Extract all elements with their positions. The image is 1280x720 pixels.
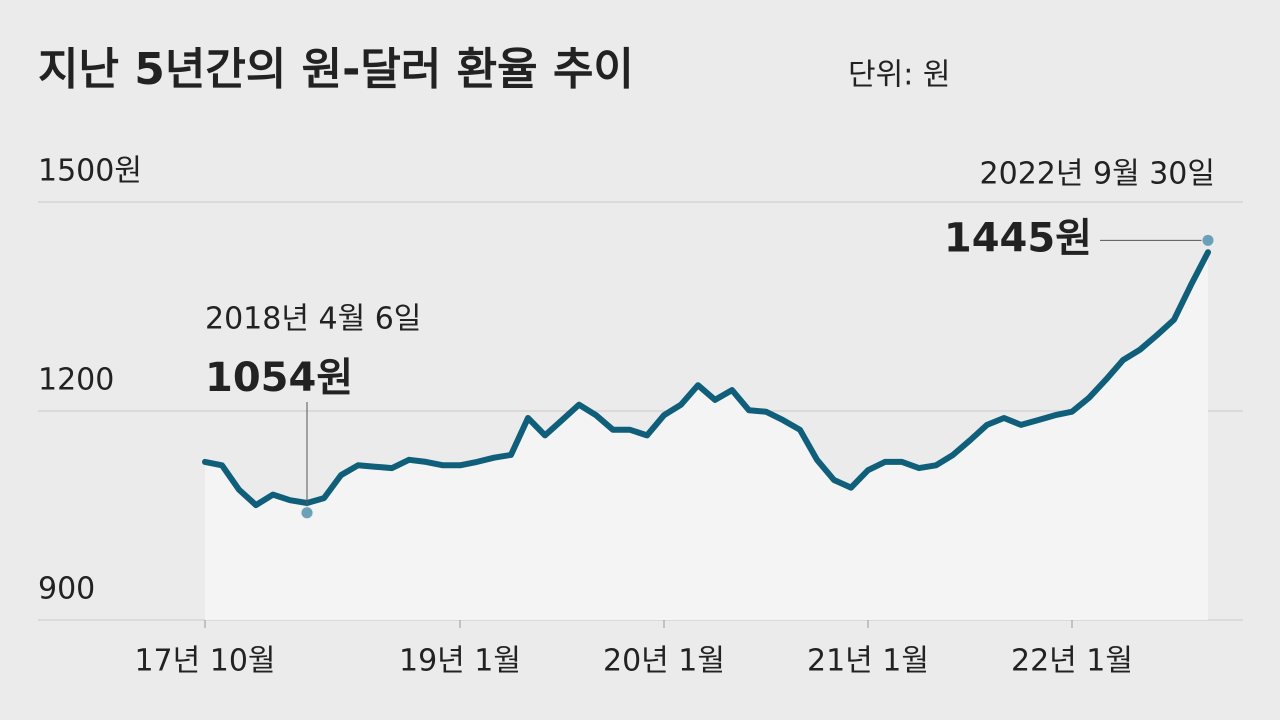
chart-subtitle: 단위: 원 <box>848 58 950 93</box>
annotation-marker <box>300 506 314 520</box>
annotation-marker <box>1201 233 1215 247</box>
x-tick-label: 21년 1월 <box>807 644 929 679</box>
annotation-value: 1054원 <box>205 355 353 401</box>
x-tick-label: 19년 1월 <box>399 644 521 679</box>
y-tick-label: 1200 <box>38 363 114 398</box>
x-tick-label: 20년 1월 <box>603 644 725 679</box>
x-tick-label: 17년 10월 <box>134 644 275 679</box>
x-tick-label: 22년 1월 <box>1011 644 1133 679</box>
y-tick-label: 1500원 <box>38 154 142 189</box>
area <box>205 252 1208 620</box>
chart-title: 지난 5년간의 원-달러 환율 추이 <box>38 44 634 95</box>
annotation-date: 2018년 4월 6일 <box>205 302 421 337</box>
line <box>202 249 1211 509</box>
annotation-value: 1445원 <box>944 215 1092 261</box>
y-tick-label: 900 <box>38 572 95 607</box>
annotation-date: 2022년 9월 30일 <box>980 157 1215 192</box>
